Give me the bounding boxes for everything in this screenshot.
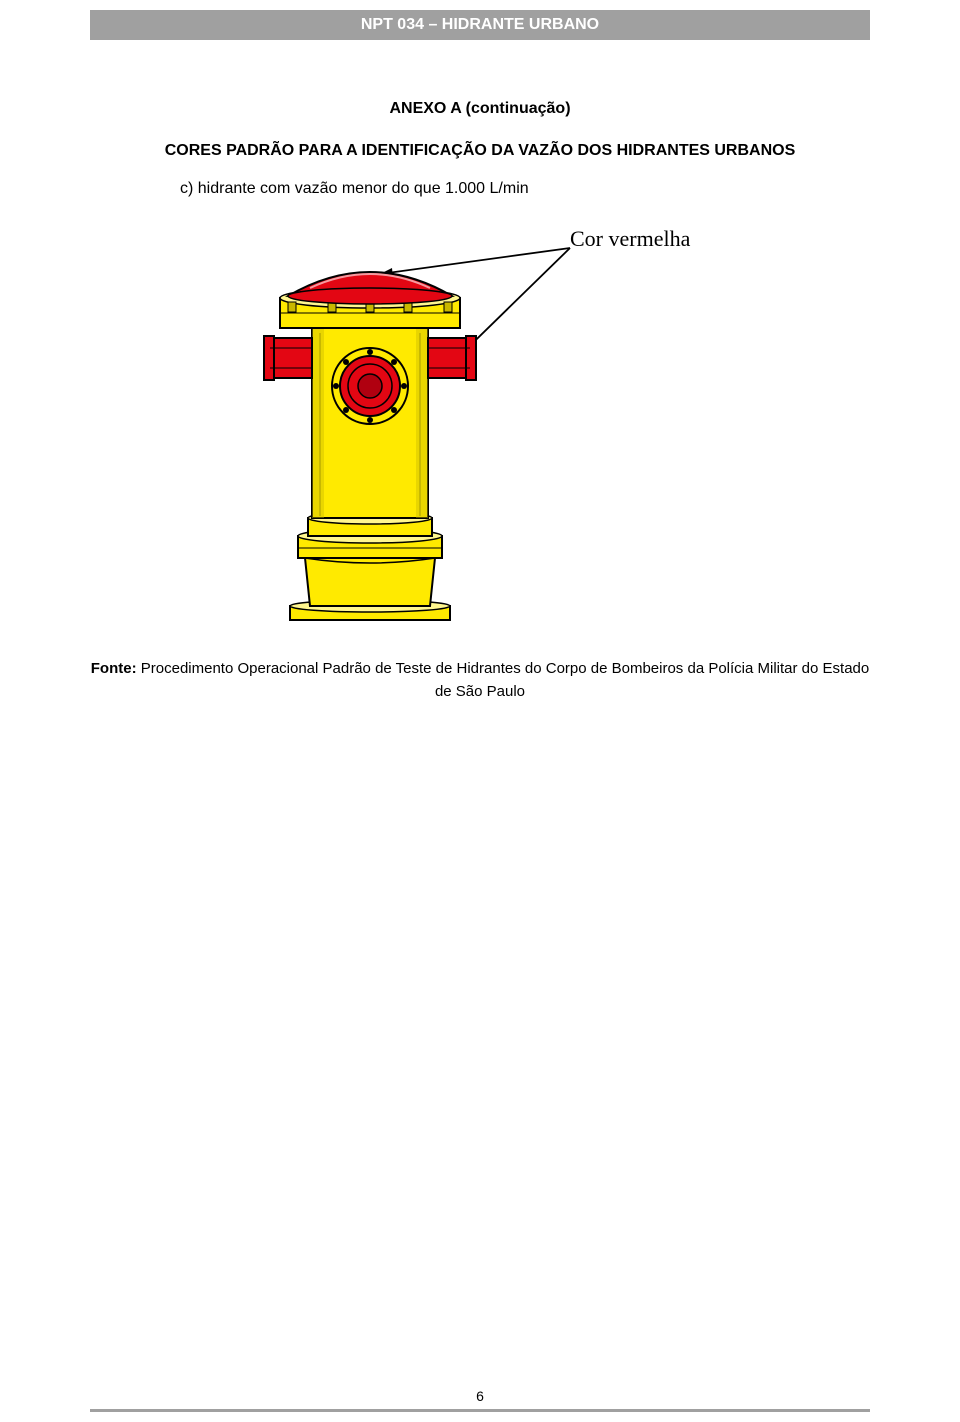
source-prefix: Fonte: (91, 660, 137, 677)
header-title: NPT 034 – HIDRANTE URBANO (361, 16, 599, 33)
hydrant-svg (170, 218, 790, 638)
annex-title: ANEXO A (continuação) (90, 100, 870, 118)
hydrant-body (264, 272, 476, 620)
hydrant-figure: Cor vermelha (170, 218, 790, 638)
source-body: Procedimento Operacional Padrão de Teste… (137, 660, 870, 700)
item-label: c) hidrante com vazão menor do que 1.000… (180, 180, 870, 198)
page-number: 6 (0, 1388, 960, 1404)
content-area: ANEXO A (continuação) CORES PADRÃO PARA … (0, 40, 960, 638)
source-citation: Fonte: Procedimento Operacional Padrão d… (90, 658, 870, 703)
section-title: CORES PADRÃO PARA A IDENTIFICAÇÃO DA VAZ… (90, 142, 870, 160)
document-page: NPT 034 – HIDRANTE URBANO ANEXO A (conti… (0, 10, 960, 1422)
header-bar: NPT 034 – HIDRANTE URBANO (90, 10, 870, 40)
color-label: Cor vermelha (570, 226, 690, 252)
